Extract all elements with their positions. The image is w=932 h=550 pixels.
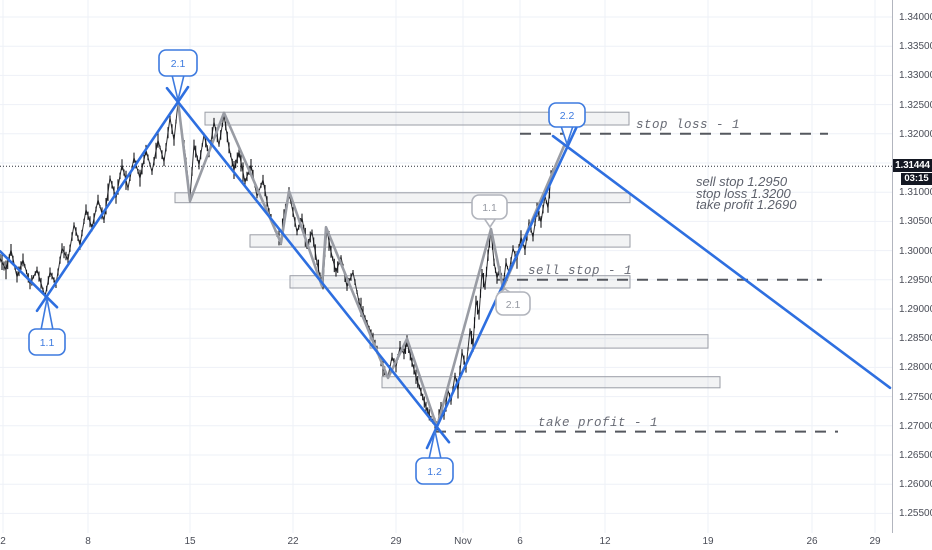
- price-axis-label: 1.27000: [899, 420, 932, 432]
- callout-label: 1.2: [427, 466, 442, 478]
- price-axis-label: 1.26000: [899, 479, 932, 491]
- time-axis-label: 8: [85, 536, 91, 547]
- time-axis-label: 22: [287, 536, 299, 547]
- bar-countdown-tag: 03:15: [901, 173, 932, 185]
- time-axis-label: 12: [599, 536, 611, 547]
- price-axis-label: 1.34000: [899, 12, 932, 23]
- trend-line[interactable]: [35, 85, 190, 313]
- price-axis-label: 1.28000: [899, 362, 932, 374]
- zone-rect[interactable]: [174, 192, 631, 204]
- price-axis-label: 1.25500: [899, 508, 932, 520]
- order-info-line: take profit 1.2690: [696, 197, 797, 212]
- sell-stop-label[interactable]: sell stop - 1: [528, 263, 633, 278]
- order-info-line: stop loss 1.3200: [696, 185, 791, 201]
- price-axis-label: 1.28500: [899, 333, 932, 345]
- time-axis-label: 29: [390, 536, 402, 547]
- zone-rect[interactable]: [249, 234, 631, 248]
- zone-rect[interactable]: [289, 275, 631, 289]
- zone-rect[interactable]: [369, 334, 709, 349]
- callout-bubble[interactable]: [548, 102, 586, 128]
- callout-bubble[interactable]: [471, 194, 508, 220]
- zone-rect[interactable]: [381, 376, 721, 389]
- trend-line[interactable]: [0, 249, 59, 309]
- callout-pointer: [428, 430, 442, 460]
- callout-bubble[interactable]: [495, 291, 531, 316]
- callout-bubble[interactable]: [158, 49, 198, 77]
- price-axis-label: 1.31000: [899, 187, 932, 199]
- callout-label: 1.1: [39, 337, 55, 349]
- current-price-tag: 1.31444: [893, 159, 932, 172]
- time-axis-label: 2: [0, 536, 6, 547]
- time-axis-label: Nov: [454, 536, 472, 547]
- price-axis-label: 1.33000: [899, 70, 932, 82]
- trend-line[interactable]: [425, 124, 579, 450]
- callout-bubble[interactable]: [415, 457, 454, 485]
- callout-label: 2.1: [505, 298, 521, 311]
- time-axis-label: 19: [702, 536, 714, 547]
- price-axis[interactable]: 1.34000 1.33500 1.33000 1.32500 1.32000 1.310…: [893, 0, 932, 533]
- price-axis-label: 1.32000: [899, 128, 932, 140]
- trend-line[interactable]: [165, 86, 451, 444]
- time-axis[interactable]: 2 8 15 22 29 Nov 6 12 19 26 29: [0, 533, 932, 550]
- price-axis-label: 1.29500: [899, 274, 932, 286]
- price-axis-label: 1.33500: [899, 41, 932, 53]
- take-profit-label[interactable]: take profit - 1: [538, 415, 659, 430]
- trend-line[interactable]: [551, 134, 892, 390]
- zone-rect[interactable]: [204, 111, 630, 126]
- price-axis-label: 1.29000: [899, 304, 932, 315]
- zigzag-pattern-line[interactable]: [176, 100, 567, 429]
- time-axis-label: 29: [869, 536, 881, 547]
- time-axis-label: 26: [806, 536, 818, 547]
- price-axis-label: 1.27500: [899, 391, 932, 403]
- time-axis-label: 15: [184, 536, 196, 547]
- price-axis-label: 1.32500: [899, 99, 932, 111]
- price-axis-label: 1.26500: [899, 450, 932, 461]
- time-axis-label: 6: [517, 536, 523, 547]
- price-axis-label: 1.30500: [899, 216, 932, 228]
- callout-bubble[interactable]: [28, 328, 66, 356]
- order-info-note[interactable]: sell stop 1.2950 stop loss 1.3200 take p…: [696, 174, 797, 212]
- callout-label: 2.2: [559, 110, 575, 122]
- callout-label: 1.1: [482, 202, 497, 214]
- price-axis-label: 1.30000: [899, 245, 932, 257]
- callout-label: 2.1: [170, 58, 186, 70]
- order-info-line: sell stop 1.2950: [696, 174, 788, 189]
- stop-loss-label[interactable]: stop loss - 1: [636, 117, 741, 132]
